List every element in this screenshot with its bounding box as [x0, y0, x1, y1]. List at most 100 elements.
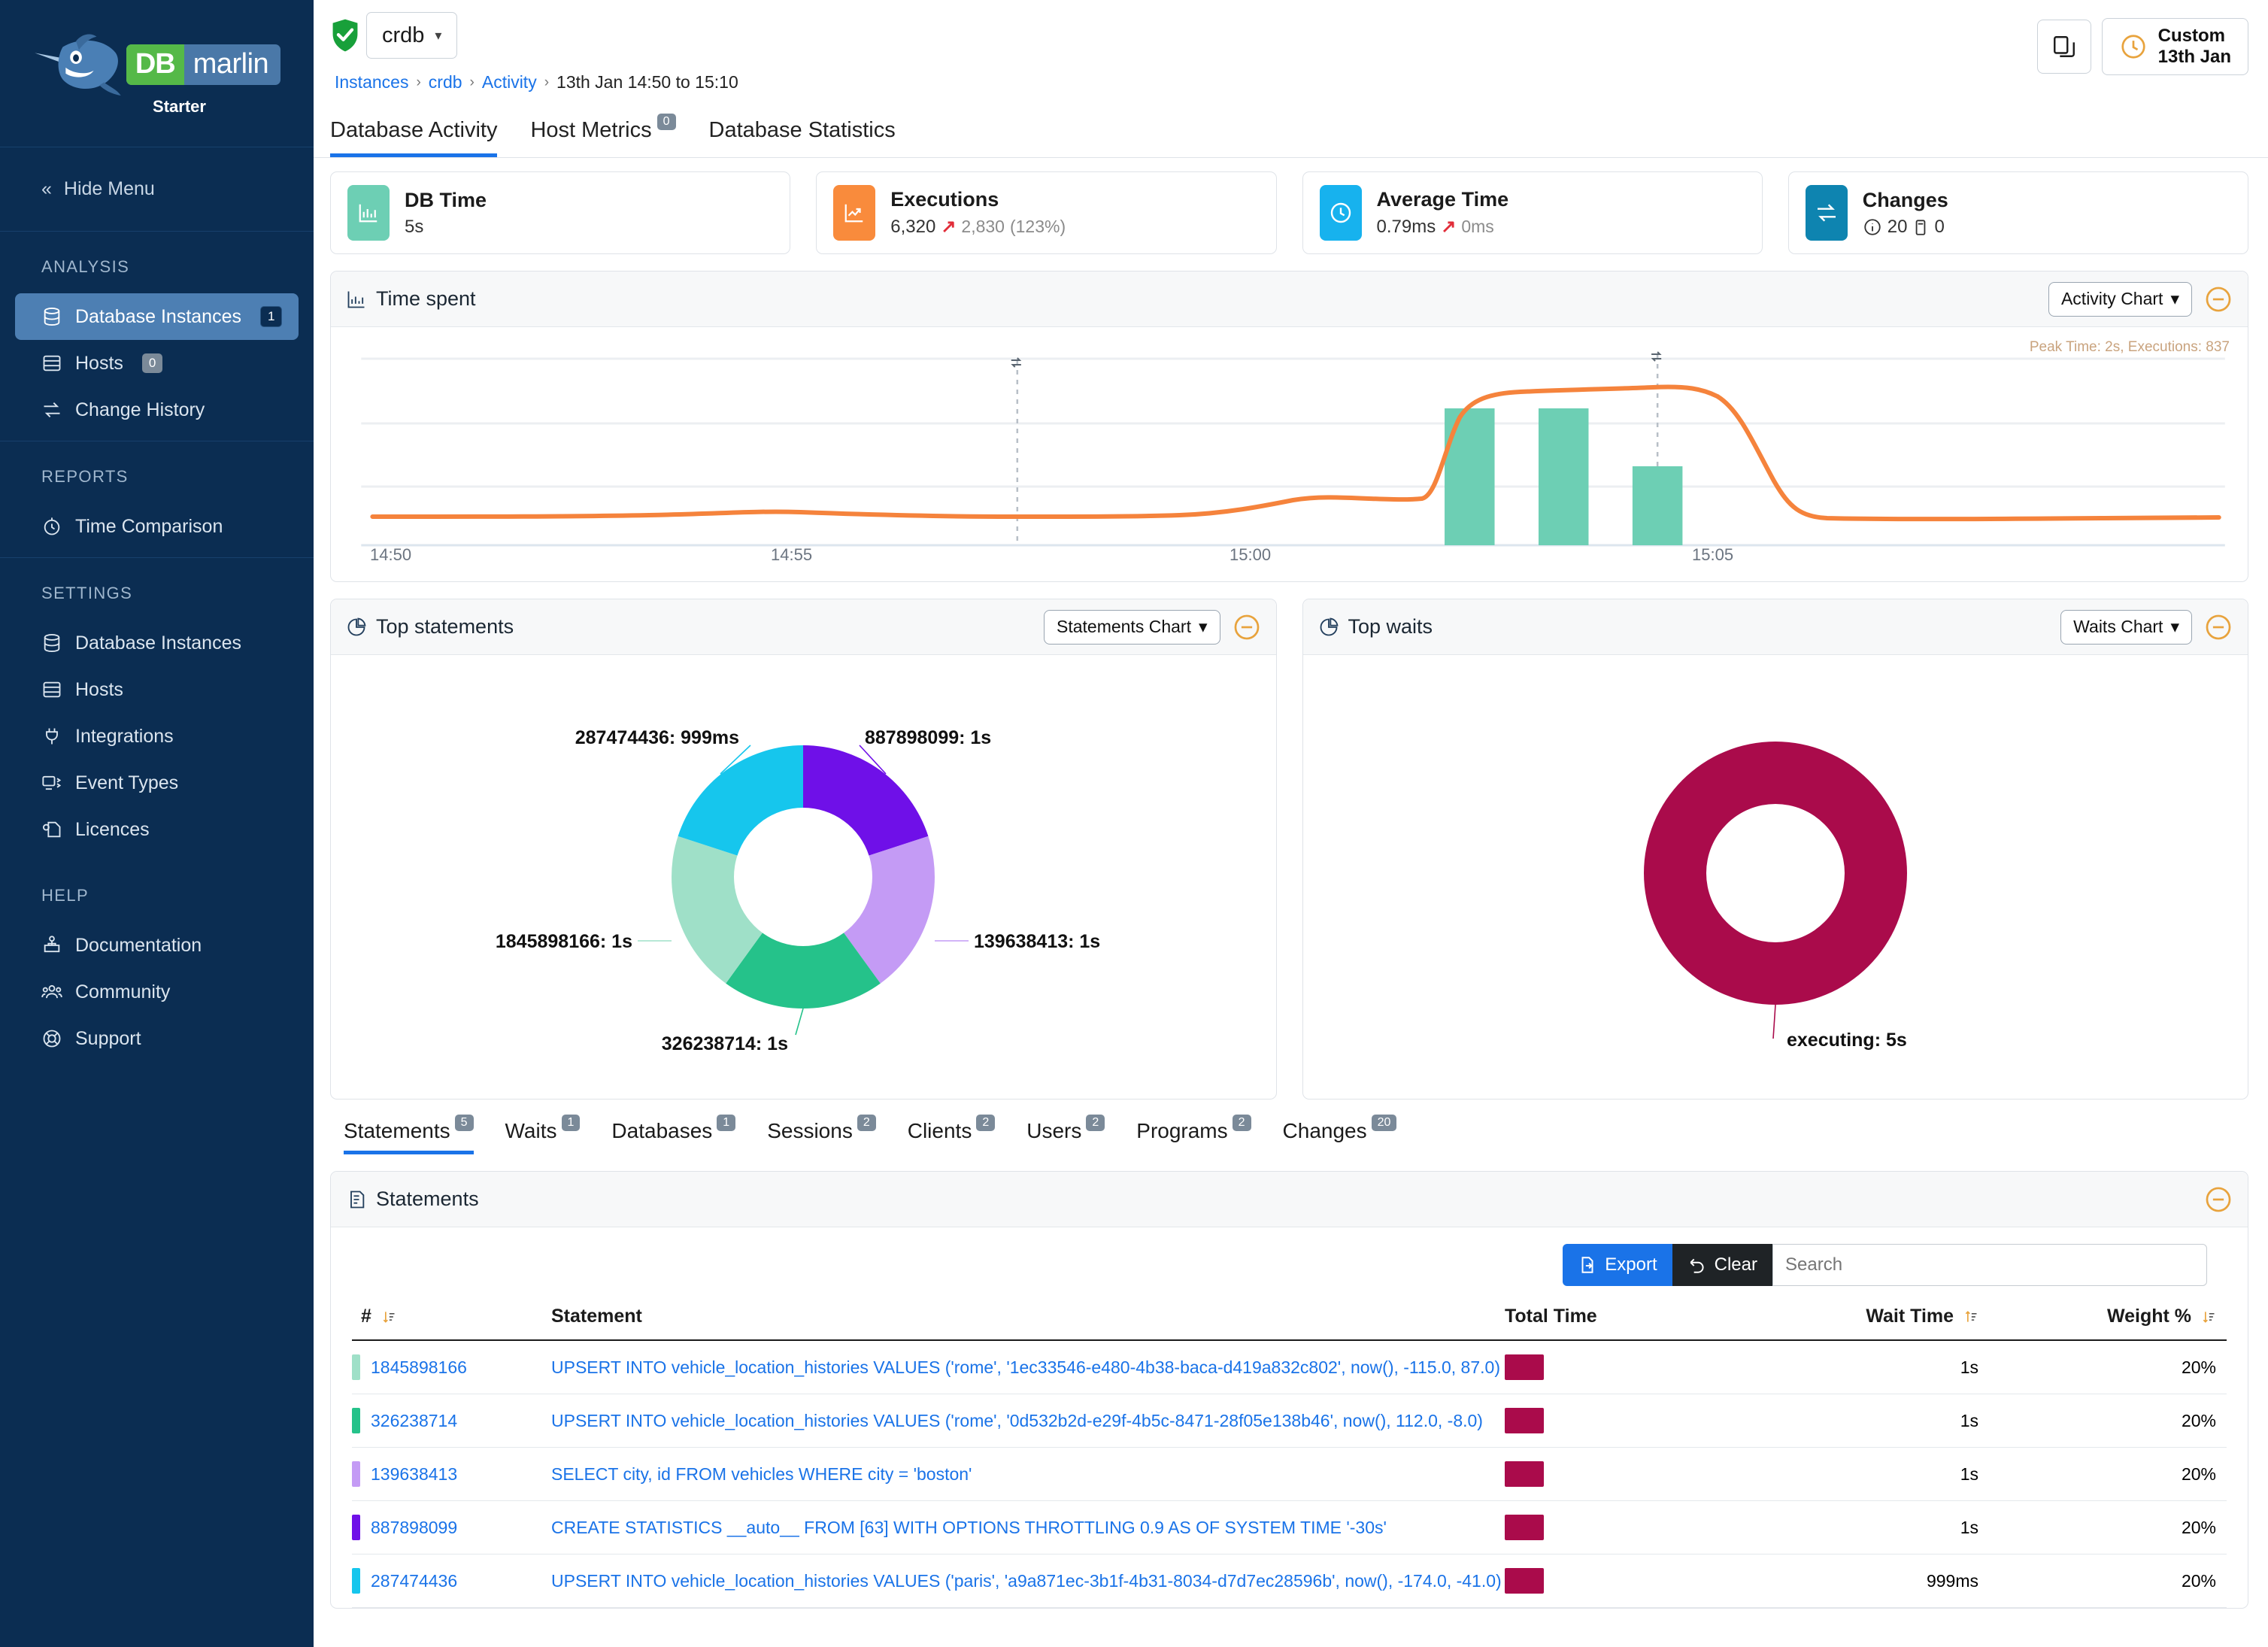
cell-total-time — [1505, 1554, 1730, 1608]
kpi-card-average-time[interactable]: Average Time 0.79ms ↗ 0ms — [1302, 171, 1763, 254]
sidebar-item-label: Licences — [75, 818, 150, 840]
kpi-card-executions[interactable]: Executions 6,320 ↗ 2,830 (123%) — [816, 171, 1277, 254]
subtab-programs[interactable]: Programs 2 — [1136, 1115, 1251, 1154]
bar-chart-icon — [347, 185, 390, 241]
table-row[interactable]: 887898099 CREATE STATISTICS __auto__ FRO… — [352, 1500, 2227, 1554]
top-statements-donut[interactable]: 887898099: 1s 287474436: 999ms 139638413… — [331, 655, 1276, 1099]
copy-button[interactable] — [2036, 20, 2091, 74]
subtab-waits[interactable]: Waits 1 — [505, 1115, 581, 1154]
cell-total-time — [1505, 1340, 1730, 1394]
export-label: Export — [1605, 1254, 1657, 1275]
donut-label: 139638413: 1s — [974, 931, 1100, 952]
sidebar-item-settings-hosts[interactable]: Hosts — [15, 666, 299, 713]
breadcrumb-activity[interactable]: Activity — [481, 72, 537, 92]
hide-menu-label: Hide Menu — [63, 178, 155, 199]
cell-index: 326238714 — [352, 1394, 551, 1448]
cell-wait-time: 1s — [1730, 1500, 1978, 1554]
detail-tabs: Statements 5 Waits 1 Databases 1 Session… — [330, 1100, 2248, 1154]
minus-circle-icon[interactable] — [1233, 613, 1261, 642]
subtab-users[interactable]: Users 2 — [1026, 1115, 1105, 1154]
top-statements-title-group: Top statements — [346, 615, 514, 638]
statement-text-link[interactable]: UPSERT INTO vehicle_location_histories V… — [551, 1357, 1500, 1377]
minus-circle-icon[interactable] — [2204, 1185, 2233, 1214]
col-header-index[interactable]: # — [352, 1294, 551, 1341]
sidebar-item-support[interactable]: Support — [15, 1015, 299, 1062]
cell-weight: 20% — [1978, 1340, 2227, 1394]
statement-text-link[interactable]: SELECT city, id FROM vehicles WHERE city… — [551, 1463, 972, 1484]
activity-chart-select[interactable]: Activity Chart ▾ — [2048, 281, 2192, 317]
minus-circle-icon[interactable] — [2204, 613, 2233, 642]
breadcrumb-instances[interactable]: Instances — [335, 72, 409, 92]
tab-label: Database Statistics — [708, 118, 896, 142]
statements-chart-label: Statements Chart — [1056, 617, 1191, 636]
col-header-wait-time[interactable]: Wait Time — [1730, 1294, 1978, 1341]
statement-id-link[interactable]: 1845898166 — [371, 1357, 467, 1377]
sidebar-item-integrations[interactable]: Integrations — [15, 713, 299, 760]
cell-statement: SELECT city, id FROM vehicles WHERE city… — [551, 1447, 1505, 1501]
sidebar-item-change-history[interactable]: Change History — [15, 387, 299, 433]
statement-id-link[interactable]: 287474436 — [371, 1570, 458, 1591]
table-row[interactable]: 139638413 SELECT city, id FROM vehicles … — [352, 1447, 2227, 1501]
kpi-card-changes[interactable]: Changes 20 0 — [1787, 171, 2248, 254]
sidebar-item-time-comparison[interactable]: Time Comparison — [15, 503, 299, 550]
total-time-bar — [1505, 1461, 1544, 1487]
instance-select[interactable]: crdb ▾ — [366, 12, 458, 59]
statement-id-link[interactable]: 887898099 — [371, 1517, 458, 1537]
export-button[interactable]: Export — [1563, 1244, 1672, 1286]
time-range-button[interactable]: Custom 13th Jan — [2101, 18, 2248, 75]
table-row[interactable]: 287474436 UPSERT INTO vehicle_location_h… — [352, 1554, 2227, 1608]
time-spent-chart[interactable]: Peak Time: 2s, Executions: 837 — [331, 327, 2248, 581]
subtab-clients[interactable]: Clients 2 — [908, 1115, 996, 1154]
instance-row: crdb ▾ — [330, 12, 738, 59]
cell-wait-time: 1s — [1730, 1394, 1978, 1448]
clear-button[interactable]: Clear — [1672, 1244, 1772, 1286]
tab-database-statistics[interactable]: Database Statistics — [709, 118, 896, 157]
cell-statement: UPSERT INTO vehicle_location_histories V… — [551, 1394, 1505, 1448]
hide-menu-button[interactable]: « Hide Menu — [0, 147, 314, 232]
kpi-card-db-time[interactable]: DB Time 5s — [330, 171, 791, 254]
minus-circle-icon[interactable] — [2204, 285, 2233, 314]
database-icon — [41, 632, 62, 654]
chevron-down-icon: ▾ — [2170, 617, 2179, 636]
col-header-total-time[interactable]: Total Time — [1505, 1294, 1730, 1341]
sidebar-item-event-types[interactable]: Event Types — [15, 760, 299, 806]
sidebar-item-label: Change History — [75, 399, 205, 420]
search-input[interactable] — [1772, 1244, 2207, 1286]
main-tabs: Database Activity Host Metrics 0 Databas… — [314, 105, 2268, 158]
table-row[interactable]: 326238714 UPSERT INTO vehicle_location_h… — [352, 1394, 2227, 1448]
col-header-statement[interactable]: Statement — [551, 1294, 1505, 1341]
sidebar-item-settings-database-instances[interactable]: Database Instances — [15, 620, 299, 666]
server-icon — [41, 353, 62, 374]
sidebar-item-licences[interactable]: Licences — [15, 806, 299, 853]
subtab-databases[interactable]: Databases 1 — [611, 1115, 736, 1154]
sidebar-item-database-instances[interactable]: Database Instances 1 — [15, 293, 299, 340]
donut-label: 1845898166: 1s — [496, 931, 632, 952]
waits-chart-select[interactable]: Waits Chart ▾ — [2060, 609, 2192, 645]
statement-id-link[interactable]: 139638413 — [371, 1463, 458, 1484]
col-header-weight[interactable]: Weight % — [1978, 1294, 2227, 1341]
subtab-statements[interactable]: Statements 5 — [344, 1115, 474, 1154]
tab-host-metrics[interactable]: Host Metrics 0 — [530, 114, 676, 157]
statement-text-link[interactable]: UPSERT INTO vehicle_location_histories V… — [551, 1410, 1483, 1430]
tab-badge: 0 — [656, 114, 676, 130]
panel-title-label: Statements — [376, 1187, 479, 1210]
sidebar-item-documentation[interactable]: Documentation — [15, 922, 299, 969]
subtab-changes[interactable]: Changes 20 — [1283, 1115, 1397, 1154]
logo-block: DB marlin Starter — [0, 0, 314, 147]
breadcrumb-crdb[interactable]: crdb — [428, 72, 462, 92]
subtab-sessions[interactable]: Sessions 2 — [767, 1115, 876, 1154]
table-row[interactable]: 1845898166 UPSERT INTO vehicle_location_… — [352, 1340, 2227, 1394]
statement-id-link[interactable]: 326238714 — [371, 1410, 458, 1430]
sidebar-item-hosts[interactable]: Hosts 0 — [15, 340, 299, 387]
statement-text-link[interactable]: UPSERT INTO vehicle_location_histories V… — [551, 1570, 1502, 1591]
top-waits-donut[interactable]: executing: 5s — [1303, 655, 2248, 1099]
subtab-badge: 5 — [454, 1115, 474, 1131]
sort-icon — [2203, 1312, 2215, 1324]
statement-text-link[interactable]: CREATE STATISTICS __auto__ FROM [63] WIT… — [551, 1517, 1387, 1537]
kpi-title: Executions — [890, 188, 999, 211]
id-cell: 887898099 — [352, 1515, 551, 1540]
tab-database-activity[interactable]: Database Activity — [330, 118, 498, 157]
sidebar-item-community[interactable]: Community — [15, 969, 299, 1015]
bar — [1445, 408, 1495, 545]
statements-chart-select[interactable]: Statements Chart ▾ — [1043, 609, 1220, 645]
